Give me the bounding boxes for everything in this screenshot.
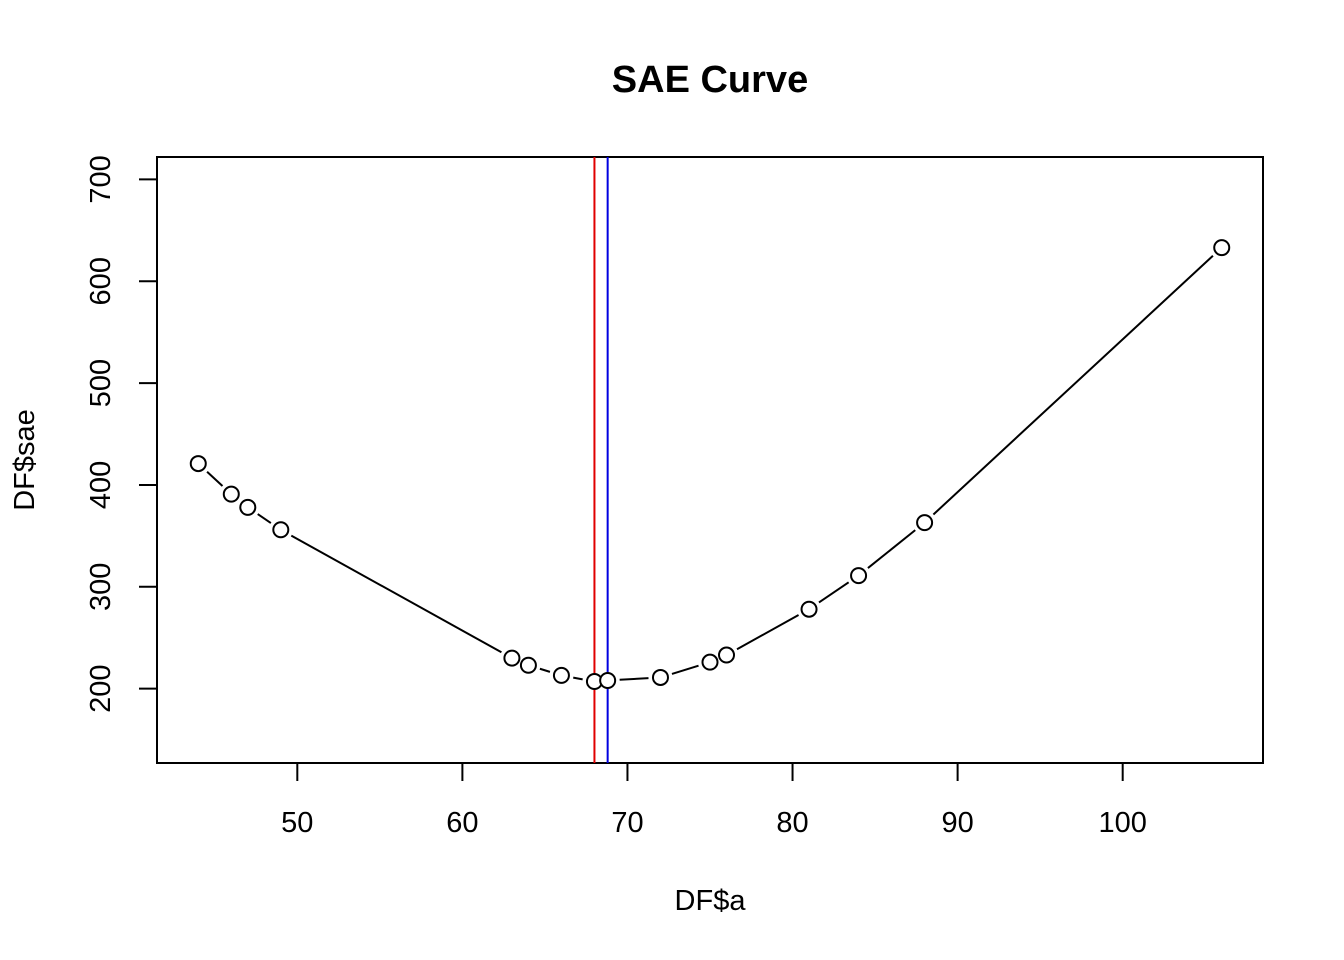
data-point (222, 485, 240, 503)
line-segment (671, 664, 699, 675)
x-tick-label: 50 (281, 807, 313, 839)
connecting-lines (206, 255, 1214, 681)
data-point (599, 672, 617, 690)
data-point (916, 514, 934, 532)
line-segment (257, 513, 272, 524)
line-segment (206, 470, 224, 487)
data-point (189, 455, 207, 473)
x-axis: 50 60 70 80 90 100 (281, 762, 1147, 839)
data-points (189, 239, 1231, 691)
data-point (503, 649, 521, 667)
y-tick-label: 300 (85, 563, 117, 611)
line-segment (619, 677, 649, 681)
plot-frame (156, 156, 1264, 764)
chart-title: SAE Curve (612, 59, 808, 101)
y-tick-label: 400 (85, 461, 117, 509)
line-segment (818, 581, 850, 604)
x-axis-label: DF$a (675, 885, 747, 917)
x-tick-label: 90 (941, 807, 973, 839)
y-tick-label: 200 (85, 664, 117, 712)
data-point (850, 567, 868, 585)
data-point (718, 646, 736, 664)
line-segment (867, 529, 916, 569)
line-segment (736, 614, 800, 651)
data-point (701, 653, 719, 671)
data-point (651, 668, 669, 686)
x-tick-label: 80 (776, 807, 808, 839)
data-point (272, 521, 290, 539)
data-point (239, 498, 257, 516)
x-tick-label: 100 (1098, 807, 1146, 839)
reference-lines (593, 157, 609, 763)
data-point (1213, 239, 1231, 257)
line-segment (573, 676, 583, 681)
y-axis-label: DF$sae (9, 409, 41, 511)
line-segment (932, 255, 1214, 516)
x-tick-label: 70 (611, 807, 643, 839)
line-segment (290, 534, 502, 654)
x-tick-label: 60 (446, 807, 478, 839)
y-axis: 200 300 400 500 600 700 (85, 155, 158, 713)
data-point (519, 656, 537, 674)
y-tick-label: 700 (85, 155, 117, 203)
y-tick-label: 500 (85, 359, 117, 407)
y-tick-label: 600 (85, 257, 117, 305)
data-point (800, 600, 818, 618)
line-segment (539, 667, 551, 673)
data-point (552, 666, 570, 684)
